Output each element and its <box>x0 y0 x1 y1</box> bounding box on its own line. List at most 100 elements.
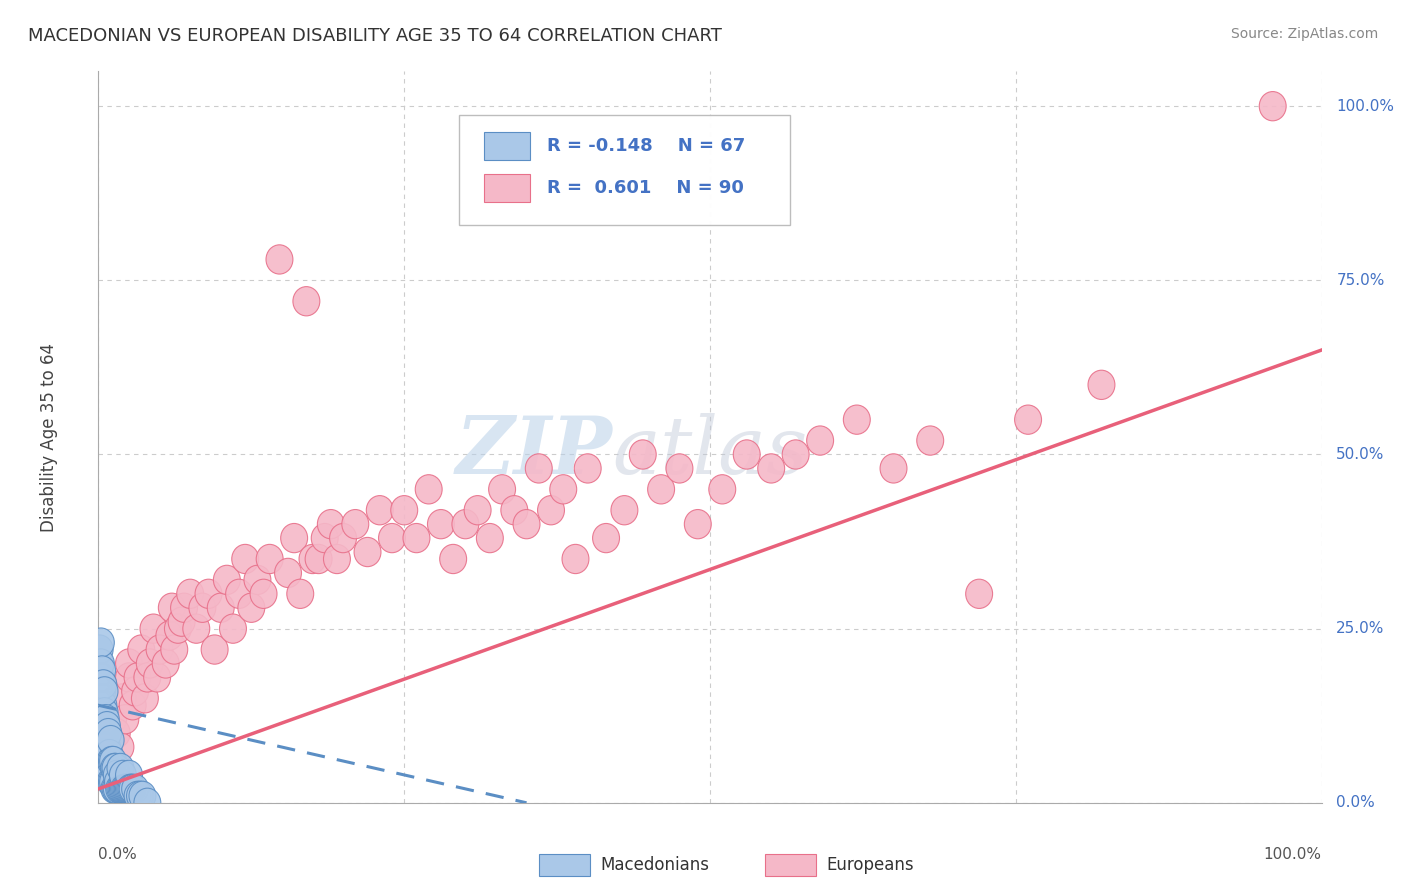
Ellipse shape <box>177 579 204 608</box>
Ellipse shape <box>232 544 259 574</box>
Ellipse shape <box>97 747 124 776</box>
Ellipse shape <box>103 760 131 789</box>
Ellipse shape <box>122 774 149 804</box>
Ellipse shape <box>464 496 491 524</box>
Ellipse shape <box>299 544 326 574</box>
Ellipse shape <box>97 767 124 797</box>
Ellipse shape <box>880 454 907 483</box>
Ellipse shape <box>266 244 292 274</box>
Ellipse shape <box>562 544 589 574</box>
Ellipse shape <box>120 774 146 804</box>
Ellipse shape <box>709 475 735 504</box>
Ellipse shape <box>103 774 131 804</box>
Text: ZIP: ZIP <box>456 413 612 491</box>
Ellipse shape <box>169 607 195 636</box>
Ellipse shape <box>93 705 120 734</box>
Text: R =  0.601    N = 90: R = 0.601 N = 90 <box>547 178 744 196</box>
Ellipse shape <box>87 683 114 713</box>
Ellipse shape <box>100 747 127 776</box>
Ellipse shape <box>117 774 143 804</box>
Ellipse shape <box>91 732 118 762</box>
Ellipse shape <box>97 725 124 755</box>
Bar <box>765 854 817 876</box>
Ellipse shape <box>146 635 173 665</box>
Ellipse shape <box>94 719 122 747</box>
Ellipse shape <box>574 454 602 483</box>
Ellipse shape <box>91 677 118 706</box>
Ellipse shape <box>87 648 114 678</box>
Ellipse shape <box>100 767 127 797</box>
Text: Disability Age 35 to 64: Disability Age 35 to 64 <box>41 343 59 532</box>
Ellipse shape <box>238 593 264 623</box>
Ellipse shape <box>107 754 134 782</box>
Ellipse shape <box>98 767 125 797</box>
Ellipse shape <box>124 663 150 692</box>
Bar <box>484 132 530 160</box>
FancyBboxPatch shape <box>460 115 790 225</box>
Ellipse shape <box>292 286 319 316</box>
Ellipse shape <box>90 712 117 740</box>
Ellipse shape <box>734 440 761 469</box>
Ellipse shape <box>451 509 479 539</box>
Ellipse shape <box>93 747 120 776</box>
Ellipse shape <box>94 712 121 740</box>
Ellipse shape <box>94 754 121 782</box>
Ellipse shape <box>86 648 112 678</box>
Ellipse shape <box>89 698 115 727</box>
Ellipse shape <box>100 705 127 734</box>
Ellipse shape <box>305 544 332 574</box>
Ellipse shape <box>274 558 301 588</box>
Ellipse shape <box>120 690 146 720</box>
Ellipse shape <box>101 754 128 782</box>
Ellipse shape <box>489 475 516 504</box>
Text: R = -0.148    N = 67: R = -0.148 N = 67 <box>547 137 745 155</box>
Ellipse shape <box>256 544 283 574</box>
Ellipse shape <box>110 683 136 713</box>
Text: MACEDONIAN VS EUROPEAN DISABILITY AGE 35 TO 64 CORRELATION CHART: MACEDONIAN VS EUROPEAN DISABILITY AGE 35… <box>28 27 723 45</box>
Ellipse shape <box>311 524 339 553</box>
Ellipse shape <box>112 774 139 804</box>
Ellipse shape <box>122 677 149 706</box>
Ellipse shape <box>440 544 467 574</box>
Text: 75.0%: 75.0% <box>1336 273 1385 288</box>
Text: atlas: atlas <box>612 413 807 491</box>
Text: 0.0%: 0.0% <box>1336 796 1375 810</box>
Ellipse shape <box>225 579 253 608</box>
Ellipse shape <box>367 496 394 524</box>
Ellipse shape <box>110 760 136 789</box>
Text: Source: ZipAtlas.com: Source: ZipAtlas.com <box>1230 27 1378 41</box>
Ellipse shape <box>110 774 136 804</box>
Ellipse shape <box>427 509 454 539</box>
Ellipse shape <box>188 593 217 623</box>
Text: 25.0%: 25.0% <box>1336 621 1385 636</box>
Ellipse shape <box>107 732 134 762</box>
Text: 100.0%: 100.0% <box>1336 99 1395 113</box>
Ellipse shape <box>666 454 693 483</box>
Ellipse shape <box>513 509 540 539</box>
Ellipse shape <box>758 454 785 483</box>
Ellipse shape <box>201 635 228 665</box>
Ellipse shape <box>391 496 418 524</box>
Ellipse shape <box>287 579 314 608</box>
Ellipse shape <box>526 454 553 483</box>
Ellipse shape <box>111 774 138 804</box>
Ellipse shape <box>378 524 405 553</box>
Ellipse shape <box>108 774 135 804</box>
Ellipse shape <box>86 635 112 665</box>
Ellipse shape <box>89 656 115 685</box>
Ellipse shape <box>128 635 155 665</box>
Ellipse shape <box>170 593 197 623</box>
Ellipse shape <box>156 621 183 650</box>
Ellipse shape <box>97 754 124 782</box>
Ellipse shape <box>219 614 246 643</box>
Ellipse shape <box>917 426 943 455</box>
Ellipse shape <box>844 405 870 434</box>
Ellipse shape <box>404 524 430 553</box>
Ellipse shape <box>648 475 675 504</box>
Ellipse shape <box>107 774 134 804</box>
Ellipse shape <box>165 614 191 643</box>
Ellipse shape <box>966 579 993 608</box>
Ellipse shape <box>87 628 114 657</box>
Ellipse shape <box>685 509 711 539</box>
Ellipse shape <box>160 635 188 665</box>
